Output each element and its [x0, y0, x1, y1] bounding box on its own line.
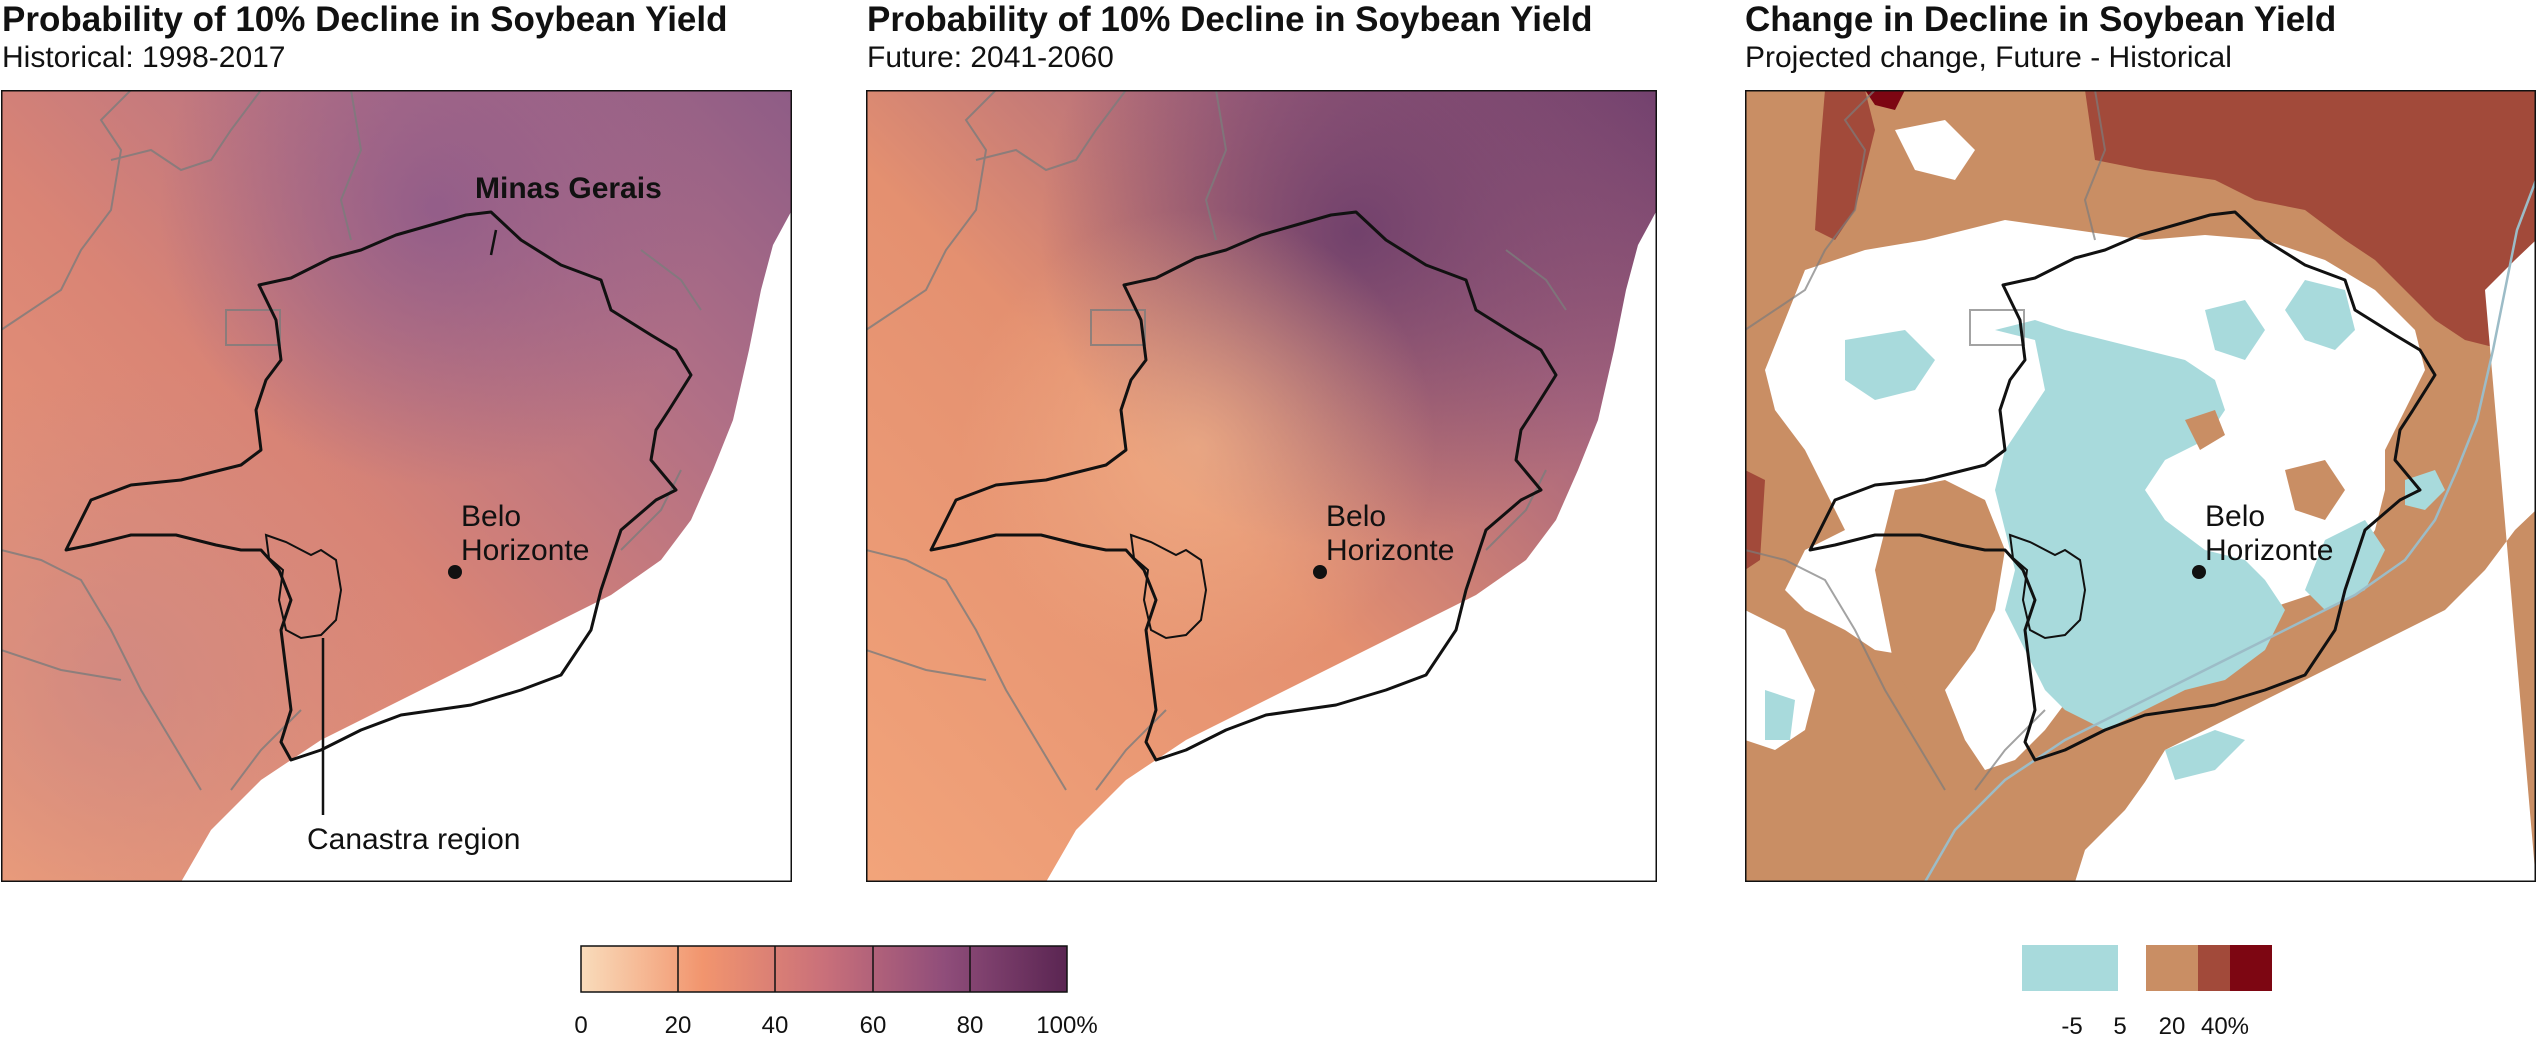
panel-1-title: Probability of 10% Decline in Soybean Yi…: [2, 0, 728, 39]
map2-belo-horizonte-dot: [1313, 565, 1327, 579]
legend-prob-tick-40: 40: [761, 1012, 789, 1039]
map3-coastline: [1923, 179, 2536, 882]
map2-ocean: [1046, 210, 1657, 882]
panel-2-title: Probability of 10% Decline in Soybean Yi…: [867, 0, 1593, 39]
legend-change-swatch-low: [2146, 945, 2198, 991]
legend-change: -5 5 20 40%: [2022, 942, 2272, 1042]
map3-label-belo-horizonte-line2: Horizonte: [2205, 534, 2334, 567]
map-historical: Minas Gerais Belo Horizonte Canastra reg…: [1, 90, 792, 882]
legend-change-swatch-mid: [2198, 945, 2230, 991]
map3-minas-gerais-boundary: [1808, 210, 2437, 762]
panel-3-title: Change in Decline in Soybean Yield: [1745, 0, 2337, 39]
map2-label-belo-horizonte-line1: Belo: [1326, 500, 1387, 533]
legend-prob-tick-80: 80: [956, 1012, 984, 1039]
map2-canastra-boundary: [1129, 533, 1208, 640]
map3-canastra-boundary: [2008, 533, 2087, 640]
panel-3-subtitle: Projected change, Future - Historical: [1745, 41, 2232, 74]
legend-change-tick-20: 20: [2158, 1013, 2186, 1040]
map1-minas-gerais-boundary: [64, 210, 693, 762]
map-change: Belo Horizonte: [1745, 90, 2536, 882]
panel-1-subtitle: Historical: 1998-2017: [2, 41, 286, 74]
legend-change-tick-40: 40%: [2200, 1013, 2250, 1040]
legend-change-swatch-high: [2230, 945, 2272, 991]
legend-prob-tick-20: 20: [664, 1012, 692, 1039]
label-belo-horizonte-line1: Belo: [461, 500, 522, 533]
map2-minas-gerais-boundary: [929, 210, 1558, 762]
map-future: Belo Horizonte: [866, 90, 1657, 882]
map3-label-belo-horizonte-line1: Belo: [2205, 500, 2266, 533]
legend-change-swatch-neutral: [2118, 945, 2146, 991]
legend-probability-colorbar: [580, 945, 1068, 993]
label-minas-gerais: Minas Gerais: [475, 172, 662, 205]
map1-belo-horizonte-dot: [448, 565, 462, 579]
label-belo-horizonte-line2: Horizonte: [461, 534, 590, 567]
legend-prob-tick-60: 60: [859, 1012, 887, 1039]
map3-high-change-zone: [2085, 90, 2536, 350]
map1-ocean: [181, 210, 792, 882]
map1-canastra-boundary: [264, 533, 343, 640]
legend-prob-tick-0: 0: [574, 1012, 588, 1039]
panel-2-subtitle: Future: 2041-2060: [867, 41, 1114, 74]
map3-belo-horizonte-dot: [2192, 565, 2206, 579]
legend-prob-tick-100: 100%: [1036, 1012, 1098, 1039]
legend-change-swatch-negative: [2022, 945, 2118, 991]
legend-change-tick-minus5: -5: [2061, 1013, 2083, 1040]
map2-label-belo-horizonte-line2: Horizonte: [1326, 534, 1455, 567]
legend-probability: 0 20 40 60 80 100%: [574, 940, 1098, 1040]
legend-change-tick-5: 5: [2113, 1013, 2127, 1040]
label-canastra-region: Canastra region: [307, 823, 521, 856]
